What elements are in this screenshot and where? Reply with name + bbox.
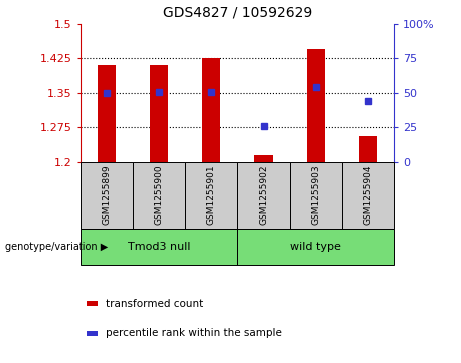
Bar: [237, 162, 290, 229]
Bar: [81, 162, 133, 229]
Text: GSM1255904: GSM1255904: [364, 165, 372, 225]
Title: GDS4827 / 10592629: GDS4827 / 10592629: [163, 6, 312, 20]
Bar: [98, 65, 116, 162]
Bar: [133, 162, 185, 229]
Text: percentile rank within the sample: percentile rank within the sample: [106, 329, 282, 338]
Bar: [254, 155, 272, 162]
Text: transformed count: transformed count: [106, 299, 203, 309]
Bar: [202, 58, 220, 162]
Text: Tmod3 null: Tmod3 null: [128, 242, 190, 252]
Bar: [81, 229, 237, 265]
Bar: [150, 65, 168, 162]
Text: GSM1255903: GSM1255903: [311, 165, 320, 225]
Text: GSM1255902: GSM1255902: [259, 165, 268, 225]
Text: GSM1255900: GSM1255900: [154, 165, 164, 225]
Bar: [87, 301, 98, 306]
Bar: [342, 162, 394, 229]
Text: genotype/variation ▶: genotype/variation ▶: [5, 242, 108, 252]
Bar: [359, 136, 377, 162]
Text: GSM1255901: GSM1255901: [207, 165, 216, 225]
Bar: [290, 162, 342, 229]
Text: GSM1255899: GSM1255899: [102, 165, 111, 225]
Text: wild type: wild type: [290, 242, 341, 252]
Bar: [185, 162, 237, 229]
Bar: [307, 49, 325, 162]
Bar: [87, 331, 98, 336]
Bar: [237, 229, 394, 265]
